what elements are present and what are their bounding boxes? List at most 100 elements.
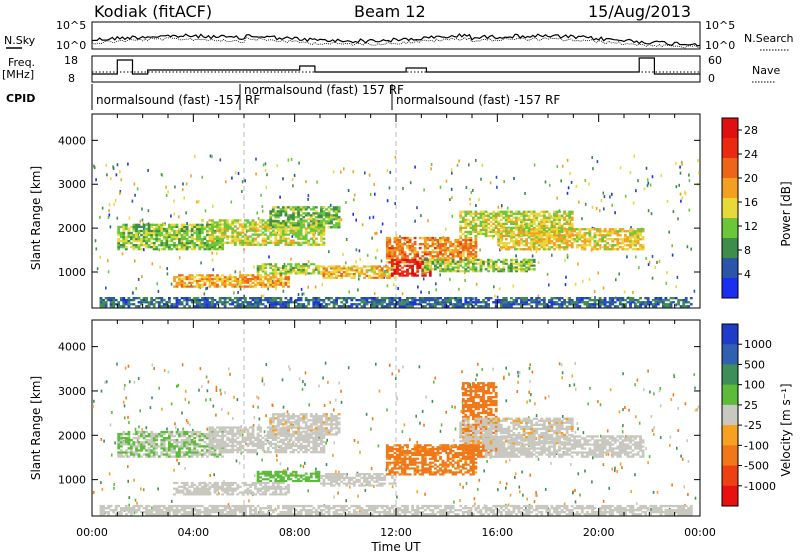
power-echo-cell <box>416 253 420 256</box>
power-echo-cell <box>363 265 366 268</box>
power-speckle <box>366 253 369 257</box>
vel-speckle <box>475 378 477 382</box>
vel-speckle <box>302 380 304 384</box>
power-echo-cell <box>517 218 521 221</box>
power-echo-cell <box>545 224 549 227</box>
power-echo-cell <box>322 271 326 274</box>
power-echo-cell <box>297 266 300 269</box>
power-colorbar-tick-label: 4 <box>744 268 751 281</box>
power-echo-cell <box>408 236 412 240</box>
power-echo-cell <box>568 303 572 306</box>
power-echo-cell <box>165 301 169 304</box>
power-echo-cell <box>662 305 665 308</box>
power-echo-cell <box>580 246 584 249</box>
power-echo-cell <box>388 236 392 240</box>
power-echo-cell <box>317 266 321 269</box>
power-echo-cell <box>416 266 420 269</box>
power-echo-cell <box>550 234 554 237</box>
power-echo-cell <box>568 216 572 219</box>
power-echo-cell <box>211 278 214 281</box>
vel-speckle <box>571 374 574 378</box>
power-echo-cell <box>226 219 230 222</box>
power-speckle <box>489 181 492 185</box>
power-echo-cell <box>449 253 452 256</box>
power-echo-cell <box>537 236 541 239</box>
power-echo-cell <box>510 266 513 269</box>
power-echo-cell <box>223 231 227 234</box>
power-echo-cell <box>375 303 379 306</box>
power-echo-cell <box>489 216 493 219</box>
power-echo-cell <box>451 258 455 261</box>
power-echo-cell <box>662 303 665 306</box>
power-echo-cell <box>565 301 569 304</box>
power-echo-cell <box>618 303 622 306</box>
power-echo-cell <box>294 233 298 236</box>
power-echo-cell <box>515 301 518 304</box>
power-echo-cell <box>188 299 192 302</box>
power-echo-cell <box>173 225 176 229</box>
power-speckle <box>422 277 425 281</box>
power-echo-cell <box>279 272 283 275</box>
power-echo-cell <box>330 216 333 219</box>
power-echo-cell <box>284 233 288 236</box>
power-echo-cell <box>388 297 392 300</box>
power-echo-cell <box>274 212 278 215</box>
power-echo-cell <box>408 266 412 269</box>
power-echo-cell <box>304 297 308 300</box>
power-echo-cell <box>213 243 217 246</box>
power-echo-cell <box>454 266 458 269</box>
power-speckle <box>132 291 134 295</box>
power-echo-cell <box>188 276 192 279</box>
power-echo-cell <box>403 299 407 302</box>
power-echo-cell <box>269 279 273 282</box>
power-echo-cell <box>320 272 323 276</box>
power-echo-cell <box>510 258 513 261</box>
power-echo-cell <box>264 239 268 242</box>
power-echo-cell <box>517 226 521 230</box>
power-echo-cell <box>393 236 397 240</box>
power-echo-cell <box>403 257 407 260</box>
power-echo-cell <box>449 297 452 300</box>
power-echo-cell <box>314 210 318 213</box>
power-echo-cell <box>487 303 490 306</box>
power-echo-cell <box>469 303 473 306</box>
power-echo-cell <box>629 244 632 247</box>
power-echo-cell <box>428 266 432 269</box>
power-echo-cell <box>238 281 242 284</box>
power-echo-cell <box>390 303 394 306</box>
power-echo-cell <box>244 241 247 244</box>
power-echo-cell <box>254 278 257 281</box>
power-speckle <box>167 190 169 194</box>
power-echo-cell <box>137 231 141 235</box>
power-echo-cell <box>284 270 288 273</box>
power-echo-cell <box>469 299 473 302</box>
power-echo-cell <box>542 220 546 223</box>
power-echo-cell <box>522 234 526 237</box>
power-echo-cell <box>522 224 526 227</box>
power-echo-cell <box>221 219 224 222</box>
power-echo-cell <box>165 227 169 231</box>
power-echo-cell <box>122 231 126 235</box>
power-echo-cell <box>477 216 480 219</box>
power-echo-cell <box>624 248 627 251</box>
power-speckle <box>649 183 652 187</box>
power-speckle <box>206 221 209 225</box>
power-echo-cell <box>522 262 526 265</box>
power-echo-cell <box>636 234 640 237</box>
power-echo-cell <box>550 299 554 302</box>
power-echo-cell <box>464 238 468 242</box>
power-echo-cell <box>279 281 283 284</box>
vel-speckle <box>649 390 651 394</box>
power-echo-cell <box>398 251 402 254</box>
power-echo-cell <box>578 232 582 235</box>
power-speckle <box>345 261 347 265</box>
power-echo-cell <box>644 305 648 308</box>
power-echo-cell <box>264 274 268 277</box>
power-echo-cell <box>484 305 488 308</box>
power-echo-cell <box>363 272 366 276</box>
vel-speckle <box>111 453 113 457</box>
vel-speckle <box>669 435 672 439</box>
power-speckle <box>560 179 562 183</box>
vel-speckle <box>473 497 476 501</box>
power-echo-cell <box>340 274 344 277</box>
